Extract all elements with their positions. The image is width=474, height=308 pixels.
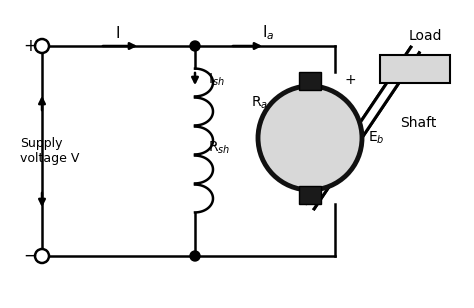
Text: −: − xyxy=(312,189,324,203)
Circle shape xyxy=(35,249,49,263)
Circle shape xyxy=(190,41,200,51)
Text: I$_a$: I$_a$ xyxy=(262,24,274,43)
Text: M: M xyxy=(302,129,318,147)
Circle shape xyxy=(35,39,49,53)
Text: +: + xyxy=(23,37,37,55)
Text: R$_a$: R$_a$ xyxy=(251,95,268,111)
Bar xyxy=(380,55,450,83)
Text: +: + xyxy=(344,73,356,87)
Text: E$_b$: E$_b$ xyxy=(368,130,384,146)
Text: −: − xyxy=(23,247,37,265)
Bar xyxy=(299,72,321,90)
Circle shape xyxy=(258,86,362,190)
Text: Supply
voltage V: Supply voltage V xyxy=(20,137,79,165)
Circle shape xyxy=(190,251,200,261)
Text: I$_{sh}$: I$_{sh}$ xyxy=(208,72,225,88)
Polygon shape xyxy=(306,47,419,209)
Bar xyxy=(299,186,321,204)
Text: R$_{sh}$: R$_{sh}$ xyxy=(208,140,230,156)
Text: Shaft: Shaft xyxy=(400,116,437,130)
Text: I: I xyxy=(116,26,120,40)
Text: Load: Load xyxy=(408,29,442,43)
